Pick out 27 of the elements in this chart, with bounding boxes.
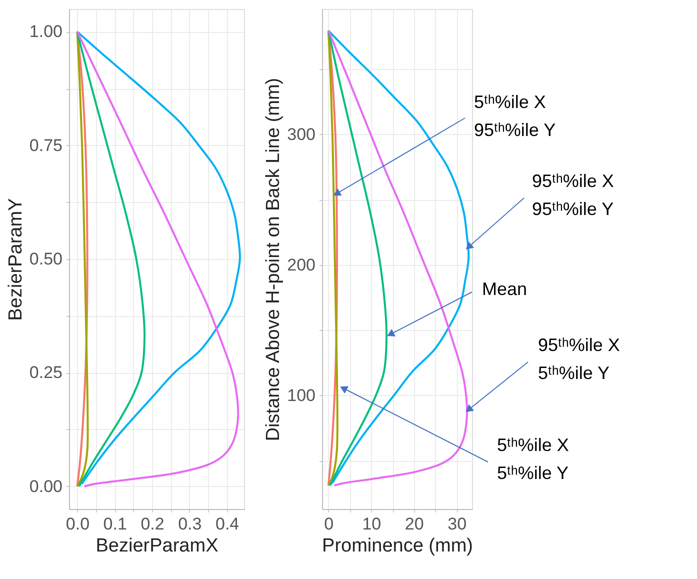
annotation: 5ᵗʰ%ile X 95ᵗʰ%ile Y [474, 92, 556, 140]
y-axis-title: BezierParamY [5, 198, 26, 321]
y-tick-label: 1.00 [29, 22, 62, 42]
y-tick-label: 200 [287, 255, 316, 274]
x-axis-title: BezierParamX [96, 536, 219, 556]
annotation: 95ᵗʰ%ile X 95ᵗʰ%ile Y [532, 171, 614, 219]
y-tick-label: 300 [287, 124, 316, 144]
y-tick-label: 0.00 [29, 476, 62, 496]
y-tick-label: 0.50 [29, 250, 62, 268]
x-tick-label: 0.4 [215, 514, 240, 534]
x-tick-label: 30 [448, 514, 467, 534]
y-tick-label: 0.75 [29, 136, 62, 155]
y-axis-title: Distance Above H-point on Back Line (mm) [263, 78, 284, 442]
x-tick-label: 10 [362, 514, 382, 534]
x-tick-label: 20 [404, 514, 424, 534]
x-tick-label: 0 [324, 514, 334, 534]
x-tick-label: 0.3 [178, 514, 202, 534]
x-tick-label: 0.2 [140, 514, 164, 534]
x-tick-label: 0.0 [66, 514, 90, 534]
annotation: 95ᵗʰ%ile X 5ᵗʰ%ile Y [538, 335, 620, 383]
annotation: 5ᵗʰ%ile X 5ᵗʰ%ile Y [497, 435, 569, 483]
y-tick-label: 0.25 [29, 363, 62, 382]
annotation: Mean [482, 279, 528, 299]
x-axis-title: Prominence (mm) [322, 536, 473, 556]
y-tick-label: 100 [287, 386, 316, 405]
x-tick-label: 0.1 [103, 514, 127, 534]
line-series [76, 30, 146, 488]
